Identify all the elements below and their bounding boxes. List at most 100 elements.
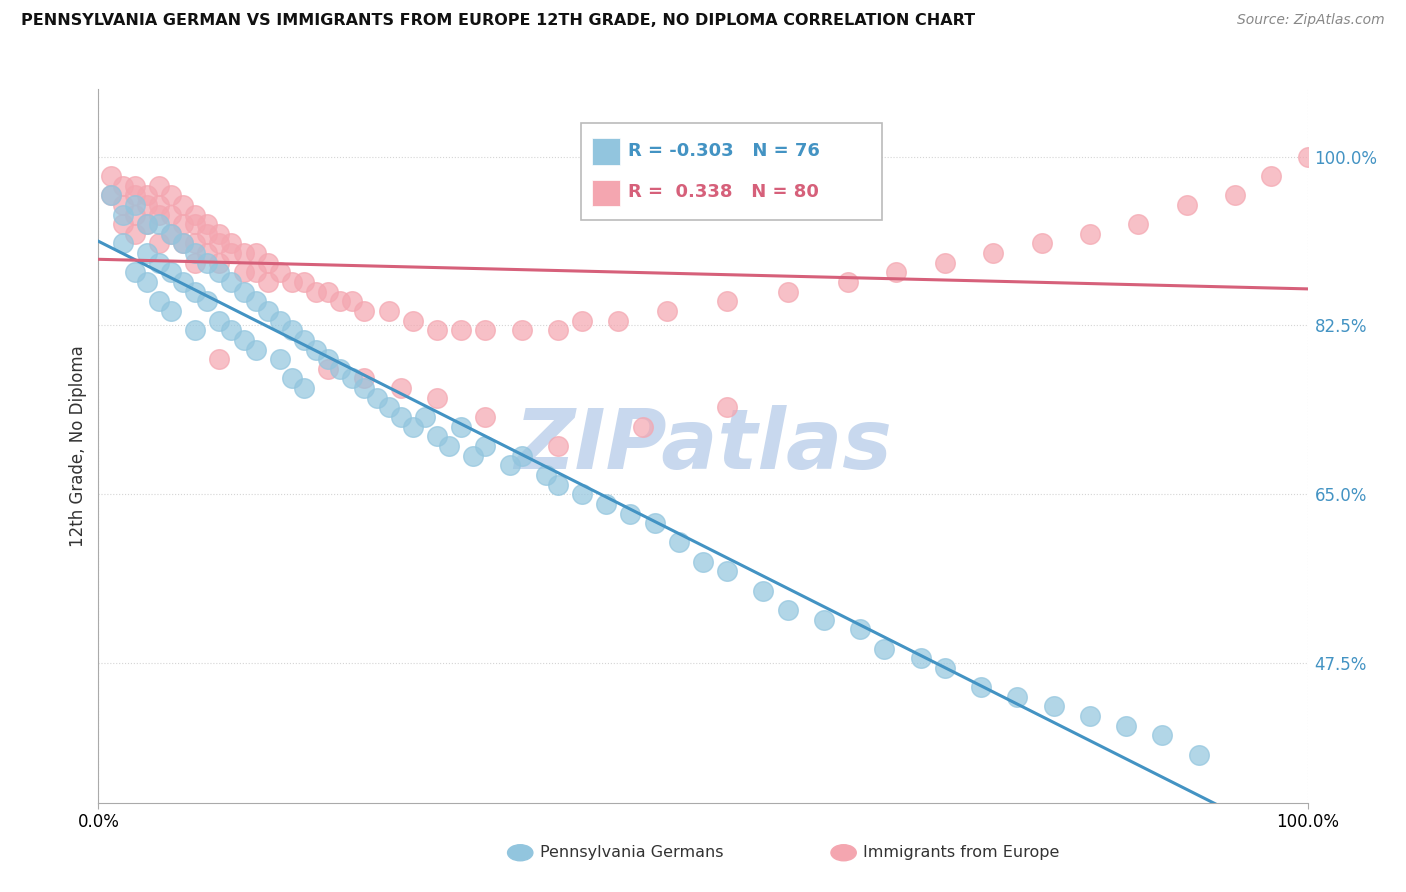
- Point: [111, 178, 134, 193]
- Point: [184, 246, 207, 260]
- Point: [426, 391, 449, 405]
- Point: [135, 246, 157, 260]
- Point: [1128, 217, 1150, 231]
- Text: R = -0.303   N = 76: R = -0.303 N = 76: [628, 142, 820, 160]
- Text: Pennsylvania Germans: Pennsylvania Germans: [540, 846, 724, 860]
- Point: [910, 651, 932, 665]
- Point: [256, 256, 278, 270]
- Point: [195, 294, 218, 309]
- Point: [111, 217, 134, 231]
- Point: [607, 313, 630, 327]
- Point: [1042, 699, 1064, 714]
- Point: [172, 217, 194, 231]
- Point: [547, 439, 569, 453]
- Point: [232, 333, 254, 347]
- Point: [413, 410, 436, 425]
- Point: [100, 188, 122, 202]
- Point: [124, 198, 146, 212]
- Point: [1078, 227, 1101, 241]
- Point: [160, 265, 183, 279]
- Point: [148, 198, 170, 212]
- Point: [655, 304, 678, 318]
- Point: [1115, 719, 1137, 733]
- Point: [849, 622, 872, 636]
- Point: [292, 275, 315, 289]
- Point: [934, 661, 956, 675]
- Point: [269, 313, 291, 327]
- Point: [232, 265, 254, 279]
- Point: [111, 208, 134, 222]
- Point: [208, 313, 231, 327]
- Point: [463, 449, 485, 463]
- Point: [184, 256, 207, 270]
- Point: [316, 362, 339, 376]
- Point: [281, 323, 304, 337]
- Point: [571, 487, 593, 501]
- Point: [619, 507, 641, 521]
- Point: [184, 285, 207, 299]
- Point: [692, 555, 714, 569]
- Point: [208, 256, 231, 270]
- Y-axis label: 12th Grade, No Diploma: 12th Grade, No Diploma: [69, 345, 87, 547]
- Point: [232, 246, 254, 260]
- Point: [776, 603, 799, 617]
- Point: [377, 304, 399, 318]
- Point: [195, 227, 218, 241]
- Point: [329, 362, 352, 376]
- Point: [100, 188, 122, 202]
- Point: [437, 439, 460, 453]
- Point: [1078, 709, 1101, 723]
- Point: [474, 323, 496, 337]
- Point: [195, 246, 218, 260]
- Point: [377, 401, 399, 415]
- Point: [160, 188, 183, 202]
- Point: [668, 535, 690, 549]
- Point: [124, 227, 146, 241]
- Text: Immigrants from Europe: Immigrants from Europe: [863, 846, 1060, 860]
- Point: [716, 401, 738, 415]
- Point: [269, 265, 291, 279]
- Point: [184, 208, 207, 222]
- Point: [329, 294, 352, 309]
- Point: [510, 323, 533, 337]
- Point: [1175, 198, 1198, 212]
- Point: [256, 304, 278, 318]
- Text: Source: ZipAtlas.com: Source: ZipAtlas.com: [1237, 13, 1385, 28]
- Point: [547, 477, 569, 491]
- Point: [124, 208, 146, 222]
- Point: [281, 371, 304, 385]
- Point: [316, 285, 339, 299]
- Point: [402, 313, 425, 327]
- Point: [184, 323, 207, 337]
- Point: [498, 458, 520, 473]
- Point: [813, 613, 835, 627]
- Point: [135, 198, 157, 212]
- Point: [245, 265, 267, 279]
- Point: [160, 227, 183, 241]
- Point: [474, 439, 496, 453]
- Point: [474, 410, 496, 425]
- Point: [148, 208, 170, 222]
- Point: [510, 449, 533, 463]
- Point: [547, 323, 569, 337]
- Point: [981, 246, 1004, 260]
- Point: [402, 419, 425, 434]
- Point: [111, 236, 134, 251]
- Point: [292, 333, 315, 347]
- Point: [450, 323, 472, 337]
- Point: [305, 285, 328, 299]
- Point: [873, 641, 896, 656]
- Point: [1223, 188, 1246, 202]
- Point: [172, 198, 194, 212]
- Point: [148, 294, 170, 309]
- Point: [245, 343, 267, 357]
- Point: [172, 275, 194, 289]
- Text: PENNSYLVANIA GERMAN VS IMMIGRANTS FROM EUROPE 12TH GRADE, NO DIPLOMA CORRELATION: PENNSYLVANIA GERMAN VS IMMIGRANTS FROM E…: [21, 13, 976, 29]
- Point: [172, 236, 194, 251]
- Point: [124, 265, 146, 279]
- Point: [160, 208, 183, 222]
- Point: [124, 178, 146, 193]
- Point: [135, 188, 157, 202]
- Point: [752, 583, 775, 598]
- Point: [221, 323, 243, 337]
